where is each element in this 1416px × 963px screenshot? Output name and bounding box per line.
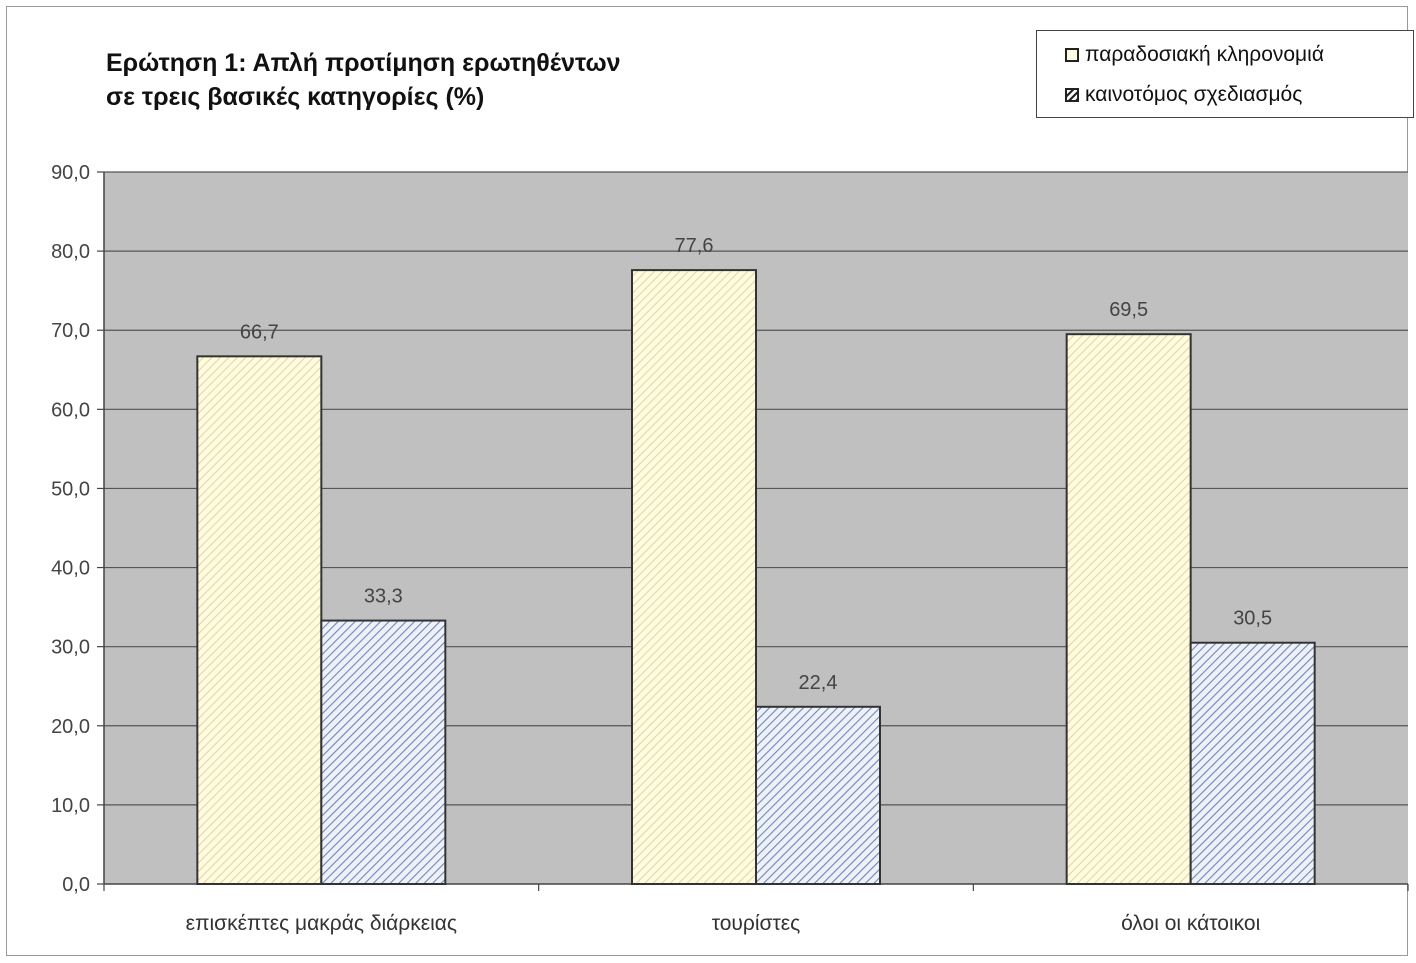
data-label: 33,3 — [364, 586, 403, 608]
legend-item-innovative: καινοτόμος σχεδιασμός — [1065, 81, 1302, 109]
bars — [196, 269, 1316, 886]
bar-innovative — [755, 705, 881, 886]
bar-innovative — [320, 619, 447, 885]
legend-swatch-innovative — [1065, 88, 1079, 102]
bar-innovative — [1189, 641, 1316, 886]
y-tick-label: 20,0 — [51, 716, 90, 738]
x-tick-label: όλοι οι κάτοικοι — [1121, 912, 1260, 935]
bar-heritage — [1065, 333, 1192, 885]
x-tick-label: τουρίστες — [712, 912, 801, 935]
data-label: 77,6 — [675, 235, 714, 257]
y-tick-label: 30,0 — [51, 637, 90, 659]
data-label: 30,5 — [1233, 608, 1272, 630]
legend-item-heritage: παραδοσιακή κληρονομιά — [1065, 41, 1324, 69]
data-labels: 66,7 33,3 77,6 22,4 69,5 30,5 — [240, 235, 1272, 694]
chart-title-line-1: Ερώτηση 1: Απλή προτίμηση ερωτηθέντων — [106, 49, 621, 77]
y-tick-label: 70,0 — [51, 320, 90, 342]
legend-label-heritage: παραδοσιακή κληρονομιά — [1085, 43, 1324, 66]
chart-title-line-2: σε τρεις βασικές κατηγορίες (%) — [106, 83, 485, 111]
bar-heritage — [196, 355, 323, 885]
y-tick-label: 60,0 — [51, 399, 90, 421]
bar-heritage — [631, 269, 757, 885]
y-tick-label: 80,0 — [51, 241, 90, 263]
chart-title: Ερώτηση 1: Απλή προτίμηση ερωτηθέντων σε… — [106, 46, 620, 114]
legend: παραδοσιακή κληρονομιά καινοτόμος σχεδια… — [1036, 30, 1414, 118]
data-label: 22,4 — [799, 672, 838, 694]
data-label: 66,7 — [240, 321, 279, 343]
y-tick-label: 10,0 — [51, 795, 90, 817]
y-tick-label: 40,0 — [51, 558, 90, 580]
x-tick-label: επισκέπτες μακράς διάρκειας — [186, 912, 457, 935]
data-label: 69,5 — [1109, 299, 1148, 321]
legend-label-innovative: καινοτόμος σχεδιασμός — [1085, 83, 1303, 106]
y-tick-label: 90,0 — [51, 162, 90, 184]
y-tick-label: 50,0 — [51, 478, 90, 500]
y-tick-label: 0,0 — [62, 874, 90, 896]
legend-swatch-heritage — [1065, 48, 1079, 62]
